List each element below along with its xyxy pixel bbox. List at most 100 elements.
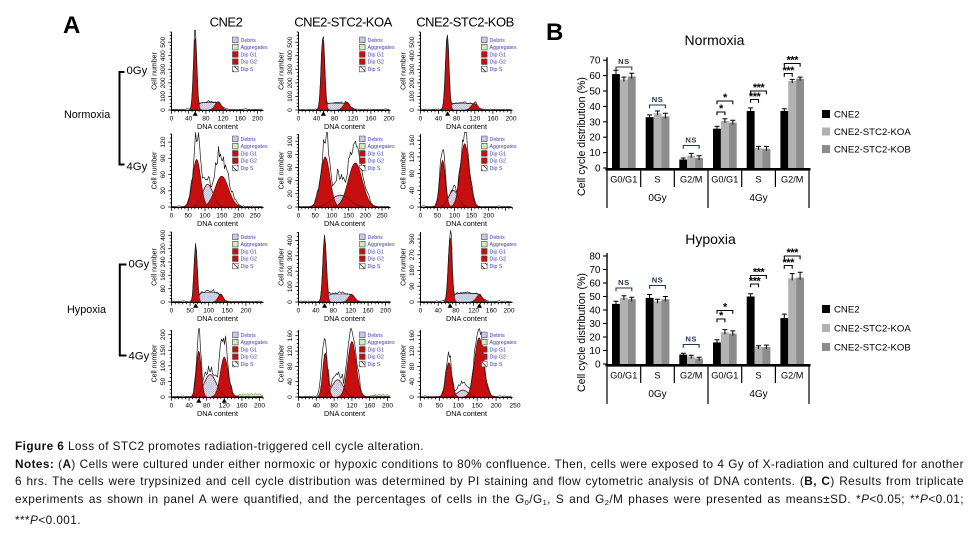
svg-text:500: 500 bbox=[160, 36, 167, 47]
svg-text:80: 80 bbox=[287, 362, 294, 370]
svg-text:Debris: Debris bbox=[241, 137, 257, 143]
svg-text:Aggregates: Aggregates bbox=[368, 242, 395, 248]
svg-text:G2/M: G2/M bbox=[781, 371, 803, 381]
svg-text:400: 400 bbox=[160, 229, 167, 240]
svg-text:400: 400 bbox=[409, 50, 416, 61]
svg-text:Cell number: Cell number bbox=[279, 344, 286, 382]
svg-text:0: 0 bbox=[170, 308, 174, 315]
svg-text:Debris: Debris bbox=[241, 333, 257, 339]
svg-text:CNE2-STC2-KOA: CNE2-STC2-KOA bbox=[834, 127, 911, 138]
svg-text:200: 200 bbox=[287, 265, 294, 276]
svg-text:Dip G2: Dip G2 bbox=[490, 257, 507, 263]
svg-text:DNA content: DNA content bbox=[324, 409, 365, 418]
svg-text:0: 0 bbox=[287, 395, 294, 399]
svg-text:Dip S: Dip S bbox=[490, 67, 503, 73]
svg-text:Dip G1: Dip G1 bbox=[490, 347, 507, 353]
svg-text:120: 120 bbox=[287, 345, 294, 356]
svg-text:40: 40 bbox=[435, 116, 443, 123]
svg-text:Dip S: Dip S bbox=[241, 264, 254, 270]
svg-text:320: 320 bbox=[160, 243, 167, 254]
svg-text:4Gy: 4Gy bbox=[127, 161, 148, 173]
svg-text:0: 0 bbox=[160, 205, 167, 209]
svg-text:50: 50 bbox=[186, 308, 194, 315]
svg-text:40: 40 bbox=[409, 378, 416, 386]
svg-text:150: 150 bbox=[216, 213, 227, 220]
svg-text:Dip G1: Dip G1 bbox=[368, 52, 385, 58]
svg-text:Dip G1: Dip G1 bbox=[368, 151, 385, 157]
svg-text:40: 40 bbox=[313, 116, 321, 123]
svg-text:***: *** bbox=[749, 91, 762, 103]
svg-text:80: 80 bbox=[202, 116, 210, 123]
svg-text:200: 200 bbox=[252, 116, 263, 123]
svg-text:80: 80 bbox=[409, 170, 416, 178]
svg-text:0: 0 bbox=[409, 108, 416, 112]
svg-text:CNE2-STC2-KOB: CNE2-STC2-KOB bbox=[834, 343, 911, 354]
svg-text:10: 10 bbox=[589, 346, 601, 357]
svg-text:200: 200 bbox=[382, 403, 393, 410]
svg-text:80: 80 bbox=[330, 403, 338, 410]
svg-text:40: 40 bbox=[185, 403, 193, 410]
svg-text:50: 50 bbox=[185, 213, 193, 220]
svg-text:60: 60 bbox=[589, 279, 601, 290]
svg-text:0: 0 bbox=[160, 108, 167, 112]
svg-text:160: 160 bbox=[486, 308, 497, 315]
svg-text:Aggregates: Aggregates bbox=[490, 144, 517, 150]
svg-text:Debris: Debris bbox=[368, 137, 384, 143]
svg-text:400: 400 bbox=[287, 235, 294, 246]
svg-text:G0/G1: G0/G1 bbox=[610, 371, 637, 381]
svg-text:200: 200 bbox=[287, 77, 294, 88]
svg-text:0Gy: 0Gy bbox=[648, 193, 666, 204]
svg-text:100: 100 bbox=[199, 213, 210, 220]
svg-text:Debris: Debris bbox=[490, 333, 506, 339]
svg-text:*: * bbox=[719, 310, 724, 322]
svg-text:Debris: Debris bbox=[241, 38, 257, 44]
svg-text:CNE2-STC2-KOB: CNE2-STC2-KOB bbox=[416, 15, 514, 30]
svg-text:120: 120 bbox=[219, 403, 230, 410]
svg-text:Cell number: Cell number bbox=[401, 151, 408, 189]
svg-text:400: 400 bbox=[160, 50, 167, 61]
svg-text:DNA content: DNA content bbox=[324, 219, 365, 228]
svg-text:100: 100 bbox=[160, 360, 167, 371]
svg-text:200: 200 bbox=[491, 403, 502, 410]
svg-text:Dip G2: Dip G2 bbox=[490, 60, 507, 66]
svg-text:Dip S: Dip S bbox=[241, 67, 254, 73]
svg-text:0: 0 bbox=[160, 300, 167, 304]
svg-text:40: 40 bbox=[313, 403, 321, 410]
svg-text:100: 100 bbox=[160, 91, 167, 102]
svg-text:***: *** bbox=[783, 65, 796, 77]
svg-text:Cell number: Cell number bbox=[152, 151, 159, 189]
svg-text:0: 0 bbox=[287, 108, 294, 112]
svg-text:Cell number: Cell number bbox=[401, 51, 408, 89]
svg-text:Cell number: Cell number bbox=[401, 247, 408, 285]
svg-text:50: 50 bbox=[589, 292, 601, 303]
svg-text:100: 100 bbox=[453, 403, 464, 410]
svg-text:150: 150 bbox=[472, 403, 483, 410]
svg-text:50: 50 bbox=[589, 87, 601, 98]
svg-text:0: 0 bbox=[170, 213, 174, 220]
svg-text:***: *** bbox=[787, 247, 800, 259]
svg-text:Debris: Debris bbox=[241, 235, 257, 241]
svg-text:Cell cycle distribution (%): Cell cycle distribution (%) bbox=[576, 273, 588, 392]
svg-text:300: 300 bbox=[160, 63, 167, 74]
svg-text:Debris: Debris bbox=[368, 235, 384, 241]
svg-text:0: 0 bbox=[419, 308, 423, 315]
svg-text:0: 0 bbox=[595, 360, 601, 371]
svg-text:100: 100 bbox=[326, 213, 337, 220]
svg-text:0: 0 bbox=[409, 205, 416, 209]
svg-text:200: 200 bbox=[160, 329, 167, 340]
svg-text:0: 0 bbox=[160, 395, 167, 399]
svg-text:Aggregates: Aggregates bbox=[368, 144, 395, 150]
svg-text:Debris: Debris bbox=[490, 137, 506, 143]
svg-text:Dip S: Dip S bbox=[241, 166, 254, 172]
svg-text:300: 300 bbox=[409, 63, 416, 74]
svg-text:40: 40 bbox=[185, 116, 193, 123]
svg-text:Normoxia: Normoxia bbox=[685, 32, 745, 48]
svg-text:S: S bbox=[755, 175, 761, 185]
svg-text:Debris: Debris bbox=[490, 235, 506, 241]
svg-text:0: 0 bbox=[409, 395, 416, 399]
svg-text:Debris: Debris bbox=[490, 38, 506, 44]
svg-text:100: 100 bbox=[287, 91, 294, 102]
svg-text:80: 80 bbox=[409, 362, 416, 370]
svg-text:Cell number: Cell number bbox=[401, 344, 408, 382]
svg-text:NS: NS bbox=[652, 95, 664, 104]
